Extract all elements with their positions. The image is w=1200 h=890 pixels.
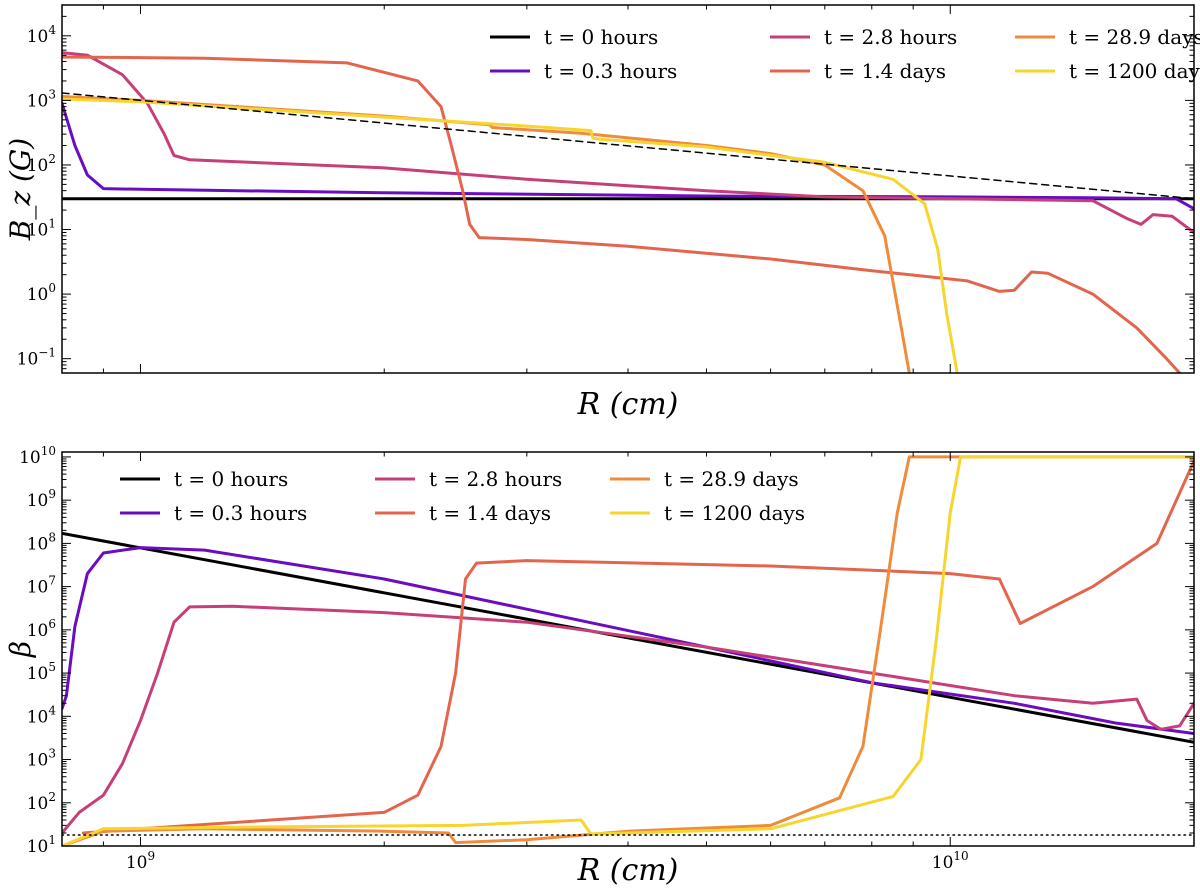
beta-ytick-label: 105 (27, 660, 56, 684)
beta-legend-label: t = 2.8 hours (429, 467, 562, 491)
beta-plot-frame (61, 451, 1195, 847)
beta-series-line-2 (62, 604, 1194, 835)
beta-legend-label: t = 0.3 hours (174, 501, 307, 525)
beta-y-axis-label: β (4, 641, 37, 658)
bz-legend-label: t = 1.4 days (824, 59, 946, 83)
beta-series-line-4 (62, 455, 1194, 846)
beta-x-axis-label: R (cm) (577, 853, 679, 888)
beta-series-line-1 (62, 546, 1194, 735)
bz-ytick-label: 103 (27, 87, 56, 111)
bz-series-line-6 (62, 92, 1194, 200)
beta-xtick-label: 1010 (932, 849, 969, 873)
beta-ytick-label: 108 (27, 530, 56, 554)
bz-y-axis-label: B_z (G) (4, 138, 37, 241)
bz-series-line-3 (62, 55, 1182, 373)
bz-ytick-labels: 10−1 100 101 102 103 104 (17, 23, 57, 370)
bz-ytick-label: 10−1 (17, 346, 56, 370)
beta-ytick-label: 101 (27, 833, 56, 857)
bz-ytick-label: 100 (27, 281, 56, 305)
beta-ytick-label: 103 (27, 747, 56, 771)
bz-legend-label: t = 0.3 hours (544, 59, 677, 83)
beta-series-line-3 (81, 459, 1194, 835)
beta-ytick-label: 102 (27, 790, 56, 814)
bz-legend-label: t = 0 hours (544, 25, 658, 49)
bz-ytick-label: 101 (27, 217, 56, 241)
bz-ytick-label: 102 (27, 152, 56, 176)
bz-series-line-1 (62, 101, 1194, 211)
beta-lines (62, 455, 1194, 846)
bz-plot-frame (61, 4, 1195, 374)
bz-legend-label: t = 2.8 hours (824, 25, 957, 49)
bz-series-line-4 (62, 95, 911, 373)
beta-xtick-labels: 109 1010 (126, 849, 969, 873)
beta-legend-label: t = 1.4 days (429, 501, 551, 525)
beta-series-line-5 (62, 455, 1194, 846)
bz-lines (62, 51, 1194, 373)
beta-legend-label: t = 1200 days (664, 501, 805, 525)
beta-xtick-label: 109 (126, 849, 155, 873)
beta-legend-label: t = 0 hours (174, 467, 288, 491)
beta-ytick-labels: 101 102 103 104 105 106 107 108 109 1010 (19, 444, 56, 857)
bz-legend-label: t = 1200 days (1069, 59, 1200, 83)
bz-ytick-label: 104 (27, 23, 57, 47)
bz-series-line-5 (62, 97, 959, 373)
bz-legend: t = 0 hours t = 0.3 hours t = 2.8 hours t =… (490, 25, 1200, 83)
bz-series-line-2 (62, 51, 1194, 234)
beta-ytick-label: 109 (27, 487, 56, 511)
bz-panel: 10−1 100 101 102 103 104 t = 0 hours t = 0.3 h… (4, 4, 1200, 422)
beta-ytick-label: 104 (27, 703, 57, 727)
beta-ytick-label: 107 (27, 574, 56, 598)
beta-legend: t = 0 hours t = 0.3 hours t = 2.8 hours t =… (120, 467, 805, 525)
beta-ytick-label: 1010 (19, 444, 56, 468)
beta-series-line-0 (62, 531, 1194, 744)
bz-x-axis-label: R (cm) (577, 387, 679, 422)
bz-legend-label: t = 28.9 days (1069, 25, 1200, 49)
beta-legend-label: t = 28.9 days (664, 467, 799, 491)
beta-ytick-label: 106 (27, 617, 56, 641)
